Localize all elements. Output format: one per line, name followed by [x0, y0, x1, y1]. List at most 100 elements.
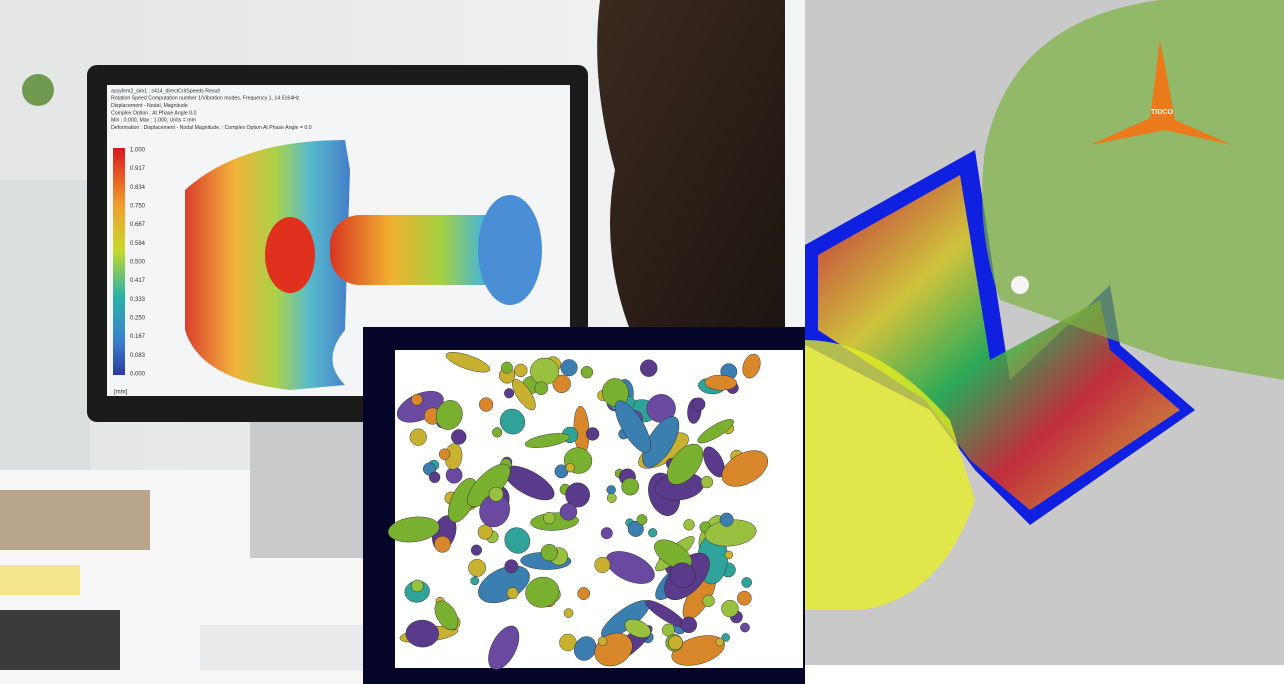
particle [504, 559, 519, 574]
particle [594, 556, 611, 573]
header-line: Complex Option : At Phase Angle 0.0 [111, 110, 196, 116]
particle [700, 475, 714, 489]
marker [1011, 276, 1029, 294]
particle [387, 516, 440, 543]
particle [721, 450, 769, 487]
particle [563, 608, 574, 618]
particle [560, 359, 578, 377]
books [0, 490, 150, 550]
header-line: assyfem2_sim1 : s414_directCritSpeeds Re… [111, 88, 221, 94]
particle [543, 511, 556, 525]
particle [668, 635, 683, 651]
header-line: Rotation Speed Computation number 1/Vibr… [111, 96, 300, 102]
particle [586, 427, 600, 441]
particle [740, 622, 750, 633]
particle [636, 514, 648, 526]
particle [606, 493, 617, 503]
particle [640, 359, 658, 377]
particle [666, 443, 704, 485]
particle [721, 599, 739, 618]
legend-label: 0.917 [130, 166, 146, 172]
legend-label: 0.167 [130, 334, 146, 340]
particle [411, 579, 424, 593]
turbine-fan [478, 195, 542, 305]
legend-label: 0.083 [130, 353, 146, 359]
particle [434, 600, 459, 631]
legend-label: 0.333 [130, 297, 146, 303]
header-line: Displacement - Nodal, Magnitude [111, 103, 188, 109]
particle [614, 400, 652, 454]
particle [499, 408, 526, 435]
plant [22, 74, 54, 106]
particle [597, 636, 608, 646]
particle [559, 503, 578, 521]
particle [435, 400, 463, 430]
person-head [597, 0, 785, 330]
particle [671, 635, 725, 666]
particle [540, 544, 558, 562]
particle [501, 361, 513, 374]
particles [387, 352, 769, 670]
logo-text: TIDCO [1151, 109, 1173, 116]
particle [719, 512, 734, 527]
legend-label: 0.750 [130, 204, 146, 210]
legend-label: 0.500 [130, 260, 146, 266]
particle [565, 463, 575, 473]
particle [434, 535, 451, 553]
particle [470, 576, 480, 586]
particle [504, 388, 515, 399]
particle [470, 544, 482, 556]
particle [702, 594, 715, 607]
particle [559, 633, 577, 652]
legend-label: 0.667 [130, 222, 146, 228]
particle [654, 539, 693, 570]
legend-label: 0.417 [130, 278, 146, 284]
particle [468, 559, 486, 577]
particle-inset [363, 327, 805, 684]
particle [741, 577, 752, 588]
particle [445, 352, 491, 373]
particle [621, 477, 640, 496]
keyboard [200, 625, 365, 670]
particle [488, 625, 520, 670]
particle [648, 528, 658, 538]
particle [697, 419, 734, 444]
particle [580, 366, 594, 379]
particle [514, 363, 528, 378]
particle [642, 416, 680, 468]
tablet [0, 610, 120, 670]
particle [405, 619, 439, 648]
unit-label: [mm] [114, 390, 128, 396]
notes [0, 565, 80, 595]
legend-label: 0.834 [130, 185, 146, 191]
color-bar [113, 148, 125, 375]
particle [534, 381, 549, 396]
particle [680, 616, 697, 634]
particle [715, 637, 724, 647]
particle [488, 486, 504, 502]
particle [724, 550, 734, 560]
particle [605, 551, 655, 584]
particle [525, 576, 560, 608]
particle [742, 353, 761, 379]
particle [429, 471, 441, 483]
particle [692, 397, 706, 411]
legend-label: 0.250 [130, 316, 146, 322]
particle [492, 427, 503, 438]
particle [479, 397, 494, 412]
shelf [0, 180, 90, 480]
particle [669, 562, 696, 589]
particle [512, 379, 536, 411]
green-car [982, 0, 1284, 380]
particle [737, 590, 752, 606]
particle [624, 619, 651, 639]
particle [504, 527, 531, 554]
legend-label: 0.584 [130, 241, 146, 247]
car-simulation: TIDCO [805, 0, 1284, 665]
particle [577, 587, 591, 600]
particle [411, 393, 423, 406]
monitor-text: assyfem2_sim1 : s414_directCritSpeeds Re… [111, 88, 312, 395]
particle [704, 374, 737, 391]
logo-mark [1090, 40, 1232, 145]
